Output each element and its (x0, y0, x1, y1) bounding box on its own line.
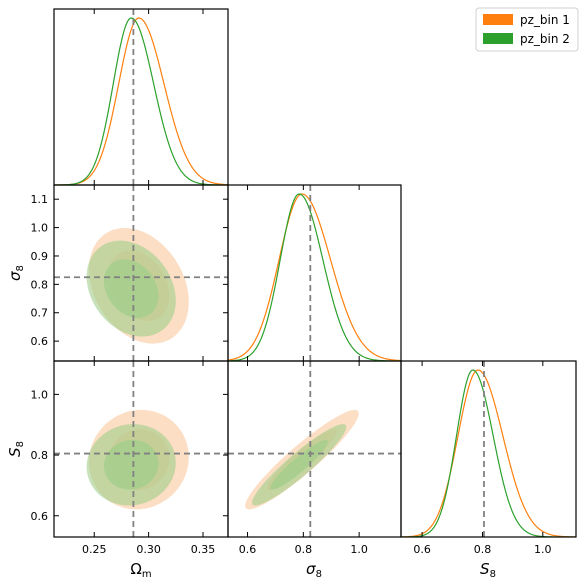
y-tick-label: 1.1 (31, 193, 49, 206)
y-tick-label: 0.7 (31, 307, 49, 320)
y-tick-label: 1.0 (31, 388, 49, 401)
y-tick-label: 0.8 (31, 449, 49, 462)
marginal-s8 (228, 185, 401, 361)
y-tick-label: 0.8 (31, 278, 49, 291)
legend: pz_bin 1 pz_bin 2 (475, 7, 579, 52)
x-tick-label: 0.30 (136, 543, 161, 556)
legend-label-pz-bin-1: pz_bin 1 (520, 13, 570, 27)
contour-68-series-2 (104, 439, 159, 490)
x-axis-label-sigma-8: σ8 (306, 560, 322, 580)
y-axis-label-sigma-8: σ8 (6, 265, 26, 281)
contour-68-series-2 (270, 439, 328, 490)
contour-68-series-2 (270, 439, 328, 490)
x-tick-label: 0.6 (239, 543, 257, 556)
y-tick-label: 0.6 (31, 335, 49, 348)
y-tick-label: 0.6 (31, 510, 49, 523)
x-tick-label: 0.6 (413, 543, 431, 556)
x-axis-label-omega-m: Ωm (130, 560, 151, 580)
y-axis-label-s8: S8 (6, 441, 26, 457)
marginal-curve-series-1 (228, 193, 401, 361)
marginal-frame (227, 184, 402, 362)
labels-layer: 0.25 0.30 0.35 0.6 0.8 1.0 0.6 0.8 1.0 0.6 0.7 0.8 0… (6, 193, 552, 580)
legend-label-pz-bin-2: pz_bin 2 (520, 32, 570, 46)
marginal-curve-series-2 (401, 369, 576, 537)
x-tick-label: 0.35 (191, 543, 216, 556)
marginal-curve-series-2 (228, 193, 401, 361)
panels-layer (53, 8, 577, 538)
x-tick-label: 0.8 (295, 543, 313, 556)
x-axis-label-s8: S8 (480, 560, 496, 580)
marginal-Om (54, 9, 228, 185)
legend-swatch-pz-bin-1 (483, 14, 513, 25)
marginal-curve-series-1 (54, 17, 228, 185)
y-tick-label: 1.0 (31, 222, 49, 235)
panel-s8-S8 (228, 361, 401, 537)
x-tick-label: 1.0 (534, 543, 552, 556)
marginal-S8 (401, 361, 576, 537)
x-tick-label: 1.0 (350, 543, 368, 556)
panel-Om-s8 (54, 185, 228, 361)
legend-swatch-pz-bin-2 (483, 33, 513, 44)
marginal-frame (400, 360, 577, 538)
marginal-curve-series-2 (54, 17, 228, 185)
contour-68-series-2 (104, 259, 159, 318)
contour-68-series-2 (104, 259, 159, 318)
y-tick-label: 0.9 (31, 250, 49, 263)
marginal-curve-series-1 (401, 369, 576, 537)
x-tick-label: 0.8 (474, 543, 492, 556)
marginal-frame (53, 8, 229, 186)
panel-Om-S8 (54, 361, 228, 537)
x-tick-label: 0.25 (82, 543, 107, 556)
contour-68-series-2 (104, 439, 159, 490)
